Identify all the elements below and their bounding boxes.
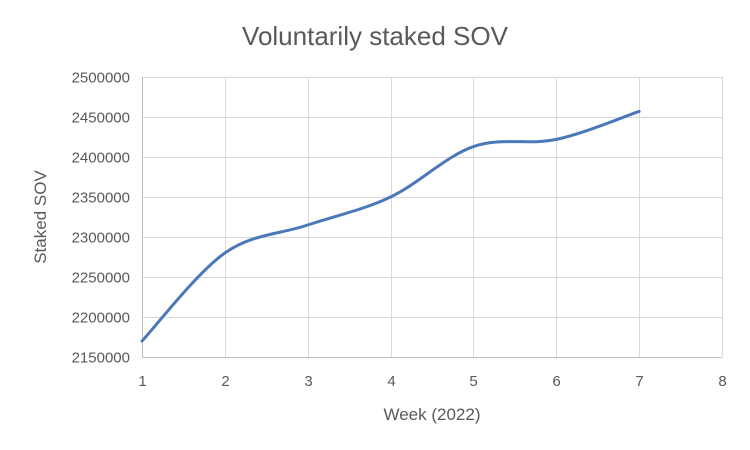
tick-labels: 2150000 2200000 2250000 2300000 2350000 24000… <box>72 70 727 391</box>
chart-title: Voluntarily staked SOV <box>242 21 509 51</box>
y-tick-label: 2500000 <box>72 70 130 87</box>
series-layer <box>140 109 641 343</box>
x-tick-label: 4 <box>387 373 395 390</box>
y-tick-label: 2350000 <box>72 190 130 207</box>
x-axis-label: Week (2022) <box>383 405 480 424</box>
y-axis-label: Staked SOV <box>31 170 50 264</box>
y-tick-label: 2250000 <box>72 270 130 287</box>
axes <box>142 77 722 358</box>
x-tick-label: 2 <box>221 373 229 390</box>
x-tick-label: 7 <box>635 373 643 390</box>
y-tick-label: 2300000 <box>72 230 130 247</box>
gridlines <box>142 77 723 357</box>
x-tick-label: 6 <box>552 373 560 390</box>
x-tick-label: 5 <box>469 373 477 390</box>
x-tick-label: 1 <box>138 373 146 390</box>
x-tick-label: 3 <box>304 373 312 390</box>
x-tick-label: 8 <box>718 373 726 390</box>
y-tick-label: 2200000 <box>72 310 130 327</box>
series-line <box>140 109 641 343</box>
y-tick-label: 2450000 <box>72 110 130 127</box>
y-tick-label: 2400000 <box>72 150 130 167</box>
y-tick-label: 2150000 <box>72 350 130 367</box>
